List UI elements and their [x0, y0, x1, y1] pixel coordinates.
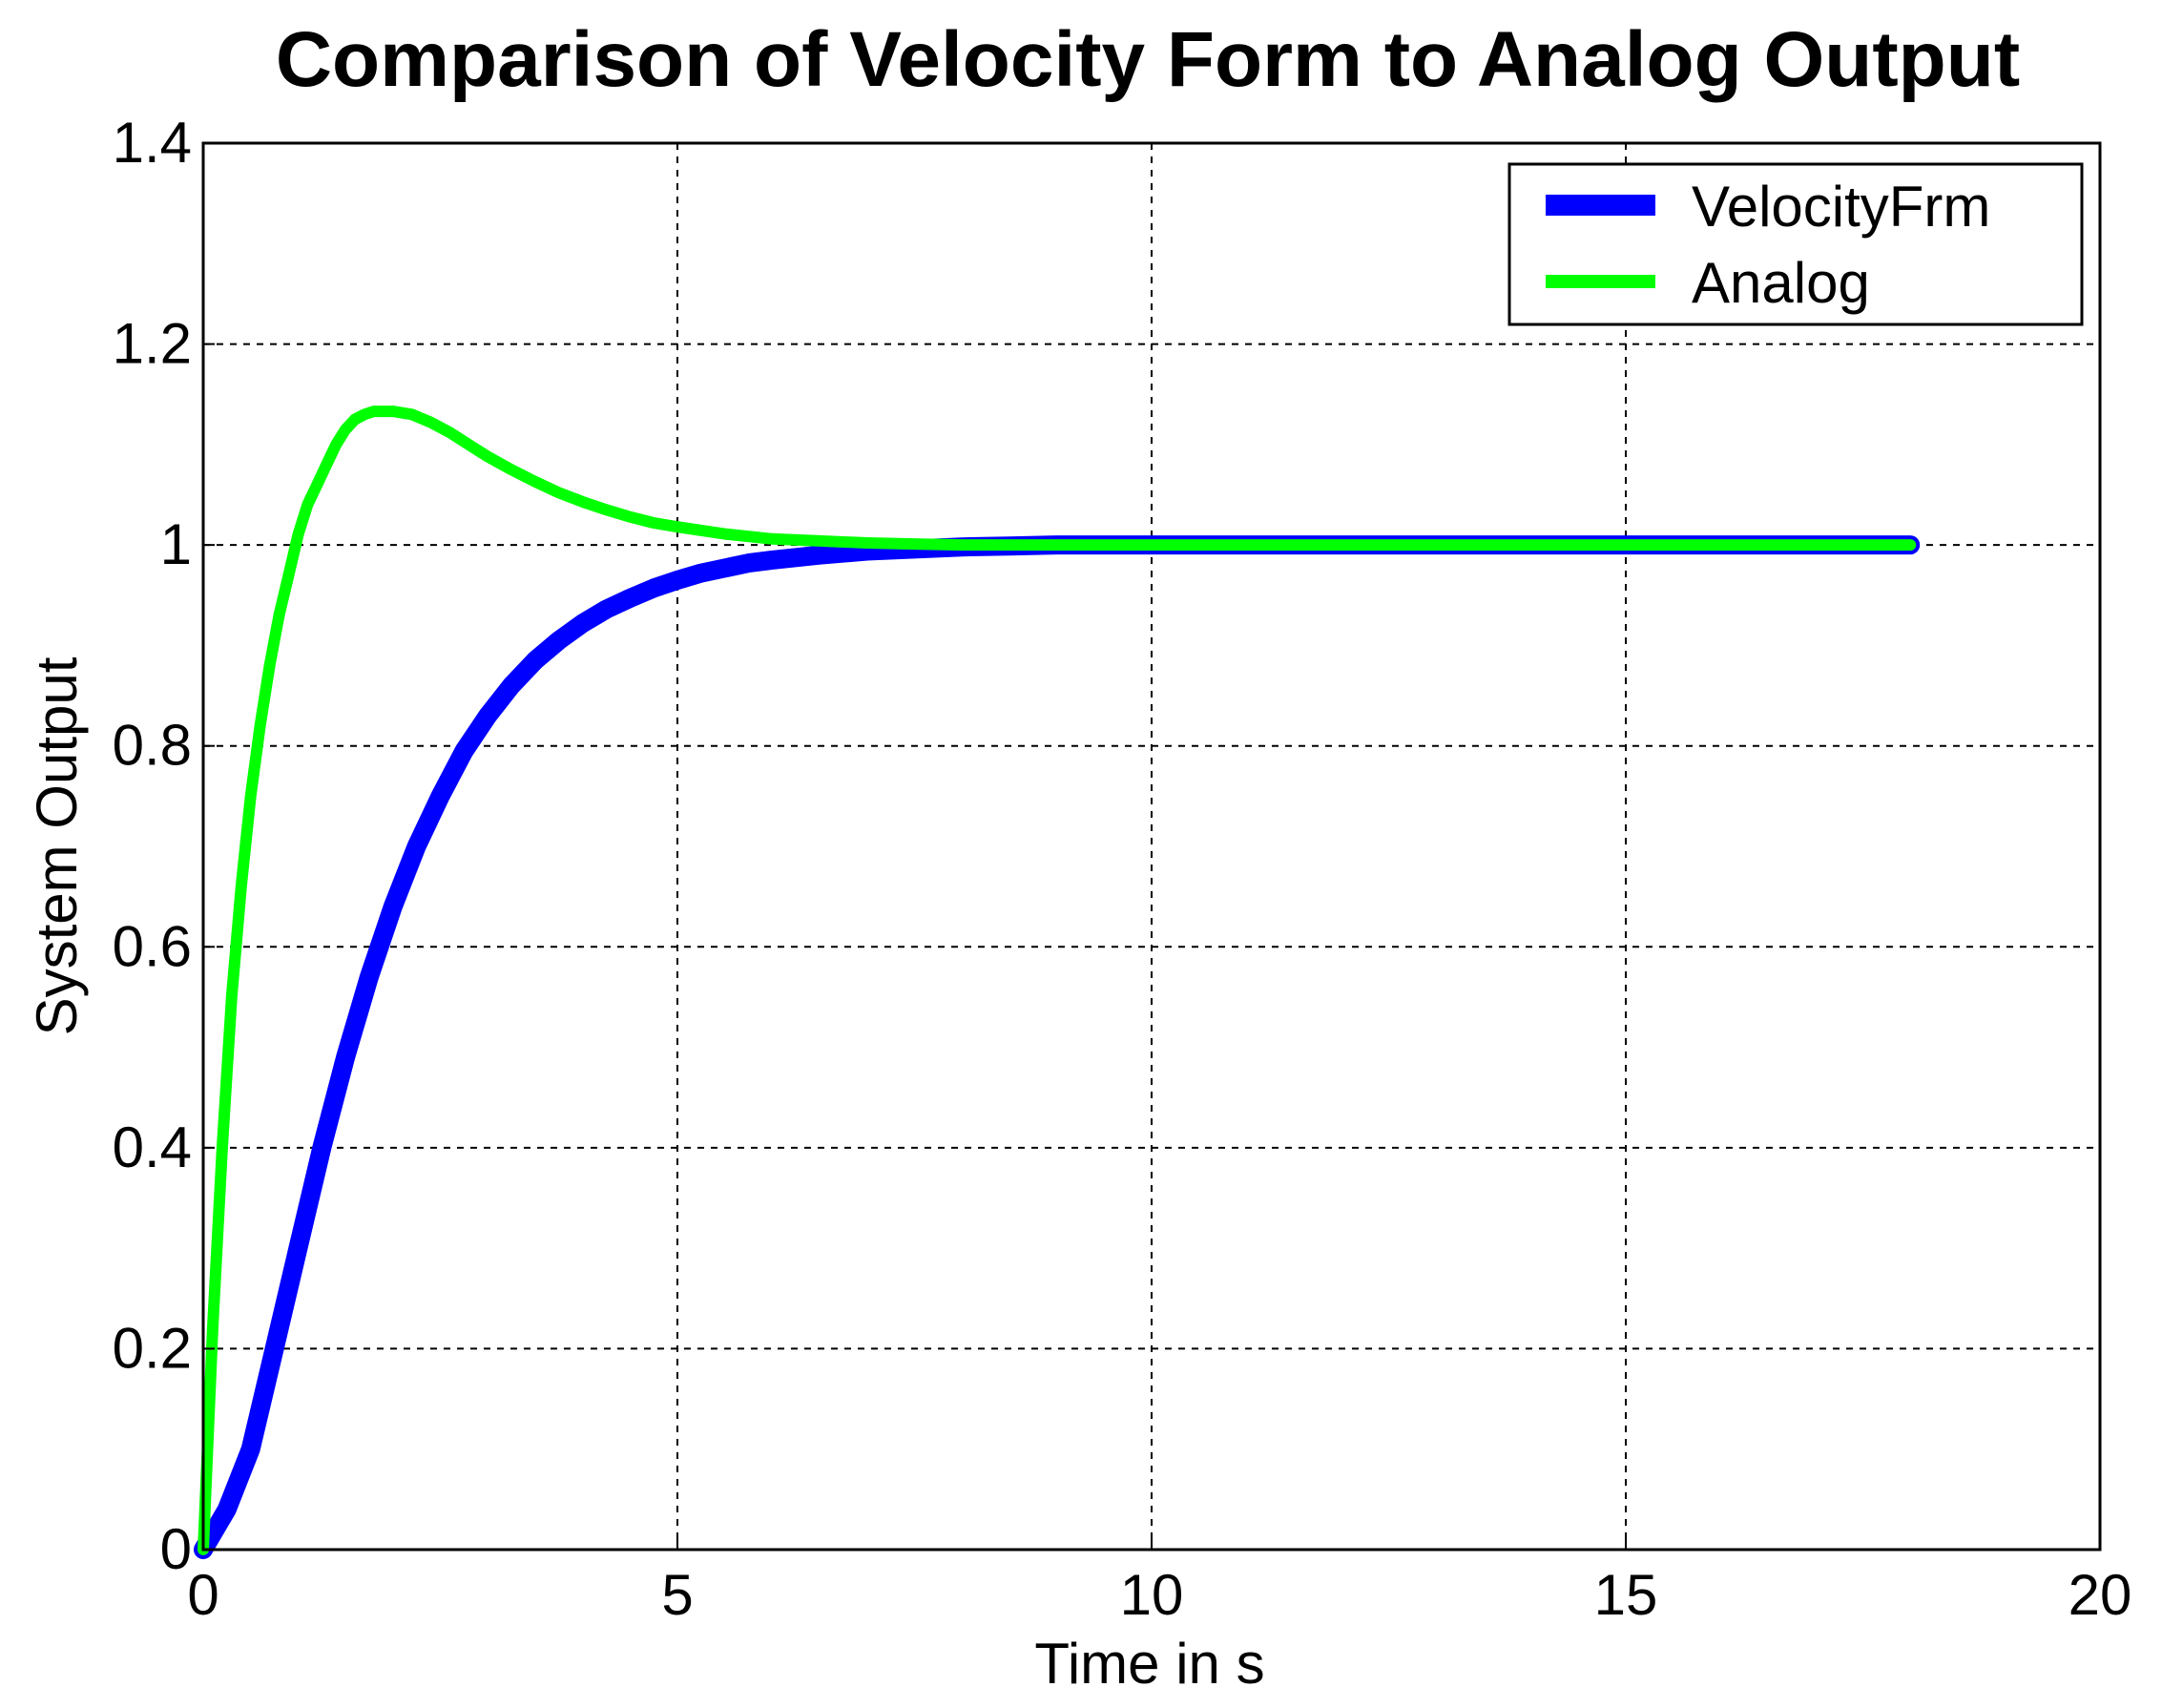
x-tick-label: 0: [187, 1563, 218, 1627]
chart-title: Comparison of Velocity Form to Analog Ou…: [276, 16, 2020, 103]
y-axis-label: System Output: [25, 656, 89, 1035]
y-tick-label: 0.6: [113, 914, 192, 978]
y-tick-label: 0.2: [113, 1316, 192, 1380]
legend: VelocityFrm Analog: [1507, 162, 2084, 326]
series-line-analog: [197, 406, 1917, 1555]
y-tick-label: 1.4: [113, 111, 192, 175]
series-line-velocityfrm: [194, 535, 1921, 1559]
x-tick-label: 15: [1594, 1563, 1658, 1627]
y-tick-label: 1.2: [113, 312, 192, 376]
y-tick-label: 0.4: [113, 1115, 192, 1179]
y-tick-label: 0.8: [113, 714, 192, 778]
y-tick-label: 0: [160, 1517, 192, 1581]
grid-lines: [203, 143, 2100, 1550]
x-tick-label: 10: [1120, 1563, 1184, 1627]
legend-label-analog: Analog: [1692, 251, 1870, 315]
x-tick-label: 5: [661, 1563, 693, 1627]
x-tick-label: 20: [2068, 1563, 2132, 1627]
x-axis-label: Time in s: [1034, 1632, 1264, 1696]
legend-box: [1507, 162, 2084, 326]
y-tick-label: 1: [160, 512, 192, 576]
plot-series: [194, 406, 1921, 1559]
legend-label-velocityfrm: VelocityFrm: [1692, 175, 1990, 239]
axis-ticks: 0 5 10 15 20 0 0.2 0.4 0.6 0.8 1 1.2 1.4: [113, 111, 2132, 1627]
